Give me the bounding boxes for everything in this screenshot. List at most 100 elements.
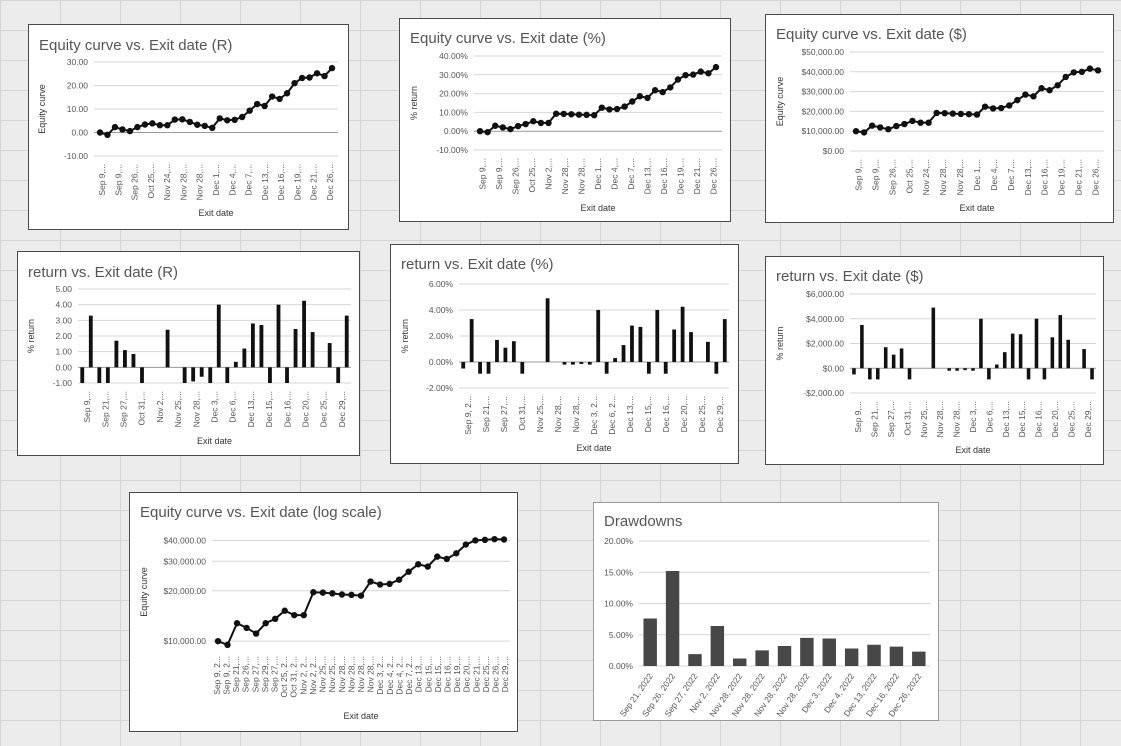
data-point[interactable] (269, 93, 275, 99)
data-point[interactable] (284, 90, 290, 96)
data-point[interactable] (453, 550, 459, 556)
data-point[interactable] (348, 592, 354, 598)
bar[interactable] (868, 368, 872, 379)
data-point[interactable] (358, 592, 364, 598)
bar[interactable] (672, 330, 676, 363)
bar[interactable] (336, 367, 340, 383)
data-point[interactable] (282, 608, 288, 614)
bar[interactable] (132, 354, 136, 367)
bar[interactable] (217, 305, 221, 368)
data-point[interactable] (1046, 87, 1052, 93)
data-point[interactable] (253, 630, 259, 636)
data-point[interactable] (215, 638, 221, 644)
bar[interactable] (260, 325, 264, 367)
data-point[interactable] (246, 107, 252, 113)
bar[interactable] (647, 362, 651, 374)
data-point[interactable] (861, 129, 867, 135)
bar[interactable] (613, 358, 617, 362)
data-point[interactable] (1006, 102, 1012, 108)
data-point[interactable] (500, 124, 506, 130)
bar[interactable] (867, 645, 880, 666)
data-point[interactable] (583, 112, 589, 118)
bar[interactable] (302, 301, 306, 368)
data-point[interactable] (950, 110, 956, 116)
bar[interactable] (890, 647, 903, 666)
bar[interactable] (294, 329, 298, 367)
data-point[interactable] (320, 589, 326, 595)
data-point[interactable] (276, 96, 282, 102)
data-point[interactable] (1087, 65, 1093, 71)
bar[interactable] (268, 367, 272, 383)
data-point[interactable] (291, 612, 297, 618)
bar[interactable] (140, 367, 144, 383)
bar[interactable] (852, 368, 856, 374)
bar[interactable] (643, 619, 656, 667)
bar[interactable] (183, 367, 187, 383)
data-point[interactable] (301, 612, 307, 618)
bar[interactable] (225, 367, 229, 383)
data-point[interactable] (591, 112, 597, 118)
data-point[interactable] (966, 111, 972, 117)
bar[interactable] (512, 341, 516, 362)
data-point[interactable] (179, 116, 185, 122)
data-point[interactable] (482, 537, 488, 543)
data-point[interactable] (386, 581, 392, 587)
data-point[interactable] (501, 536, 507, 542)
data-point[interactable] (553, 111, 559, 117)
data-point[interactable] (261, 103, 267, 109)
data-point[interactable] (272, 616, 278, 622)
data-point[interactable] (194, 122, 200, 128)
bar[interactable] (755, 650, 768, 666)
bar[interactable] (520, 362, 524, 374)
bar[interactable] (588, 362, 592, 365)
data-point[interactable] (869, 122, 875, 128)
data-point[interactable] (667, 84, 673, 90)
data-point[interactable] (434, 553, 440, 559)
bar[interactable] (234, 362, 238, 367)
data-point[interactable] (164, 122, 170, 128)
data-point[interactable] (463, 541, 469, 547)
data-point[interactable] (306, 74, 312, 80)
data-point[interactable] (112, 124, 118, 130)
bar[interactable] (723, 319, 727, 362)
data-point[interactable] (1022, 91, 1028, 97)
bar[interactable] (251, 323, 255, 367)
bar[interactable] (470, 319, 474, 362)
bar[interactable] (1035, 319, 1039, 369)
data-point[interactable] (444, 556, 450, 562)
data-point[interactable] (217, 115, 223, 121)
data-point[interactable] (299, 75, 305, 81)
bar[interactable] (123, 350, 127, 367)
equity-curve-r-chart[interactable]: Equity curve vs. Exit date (R) -10.00 0.00… (28, 24, 349, 230)
data-point[interactable] (561, 111, 567, 117)
data-point[interactable] (262, 620, 268, 626)
bar[interactable] (328, 343, 332, 367)
data-point[interactable] (507, 126, 513, 132)
bar[interactable] (987, 368, 991, 379)
bar[interactable] (1059, 315, 1063, 368)
data-point[interactable] (530, 118, 536, 124)
equity-curve-log-chart[interactable]: Equity curve vs. Exit date (log scale) $1… (129, 492, 518, 732)
bar[interactable] (495, 340, 499, 362)
bar[interactable] (711, 626, 724, 666)
bar[interactable] (666, 571, 679, 666)
data-point[interactable] (614, 106, 620, 112)
bar[interactable] (1027, 368, 1031, 379)
data-point[interactable] (515, 123, 521, 129)
bar[interactable] (1019, 334, 1023, 368)
bar[interactable] (714, 362, 718, 374)
bar[interactable] (1043, 368, 1047, 379)
data-point[interactable] (405, 569, 411, 575)
data-point[interactable] (187, 119, 193, 125)
data-point[interactable] (239, 114, 245, 120)
data-point[interactable] (1079, 69, 1085, 75)
data-point[interactable] (97, 129, 103, 135)
drawdowns-chart[interactable]: Drawdowns 0.00% 5.00% 10.00% 15.00% 20.00% Sep… (593, 502, 939, 721)
data-point[interactable] (142, 121, 148, 127)
bar[interactable] (277, 305, 281, 368)
bar[interactable] (912, 652, 925, 666)
data-point[interactable] (157, 122, 163, 128)
data-point[interactable] (606, 106, 612, 112)
data-point[interactable] (637, 93, 643, 99)
data-point[interactable] (484, 129, 490, 135)
